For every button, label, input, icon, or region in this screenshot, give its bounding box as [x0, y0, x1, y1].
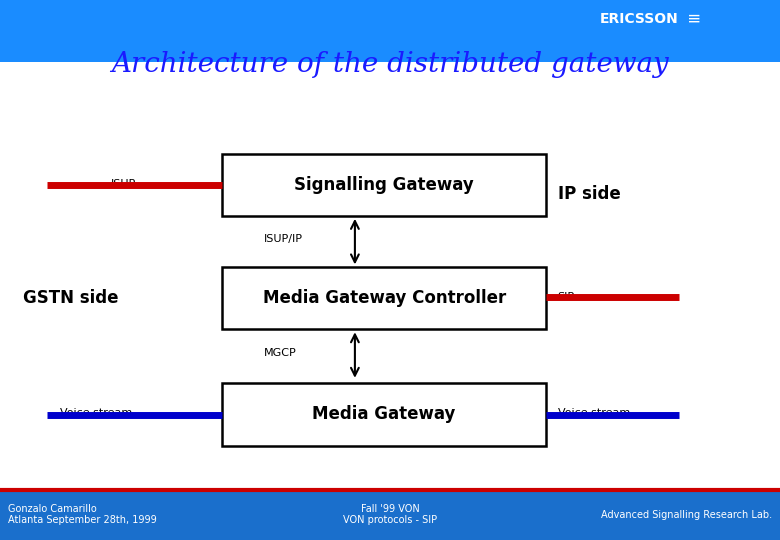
Text: MGCP: MGCP: [264, 348, 296, 357]
Bar: [0, 0, 780, 62]
Bar: [0, 491, 780, 540]
Bar: [222, 154, 546, 216]
Bar: [222, 383, 546, 446]
Text: SIP: SIP: [558, 292, 575, 302]
Text: ISUP/IP: ISUP/IP: [264, 234, 303, 244]
Text: ISUP: ISUP: [112, 179, 136, 188]
Text: IP side: IP side: [558, 185, 620, 204]
Text: Gonzalo Camarillo
Atlanta September 28th, 1999: Gonzalo Camarillo Atlanta September 28th…: [8, 504, 157, 525]
Text: GSTN side: GSTN side: [23, 289, 119, 307]
Text: Architecture of the distributed gateway: Architecture of the distributed gateway: [112, 51, 668, 78]
Text: Voice stream: Voice stream: [60, 408, 133, 418]
Text: Media Gateway: Media Gateway: [313, 406, 456, 423]
Text: Voice stream: Voice stream: [558, 408, 630, 418]
Text: ERICSSON: ERICSSON: [600, 12, 679, 26]
Text: Advanced Signalling Research Lab.: Advanced Signalling Research Lab.: [601, 510, 772, 519]
Text: Media Gateway Controller: Media Gateway Controller: [263, 289, 505, 307]
Text: Fall '99 VON
VON protocols - SIP: Fall '99 VON VON protocols - SIP: [343, 504, 437, 525]
Text: ≡: ≡: [682, 10, 702, 28]
Text: Signalling Gateway: Signalling Gateway: [294, 176, 474, 194]
Bar: [222, 267, 546, 329]
